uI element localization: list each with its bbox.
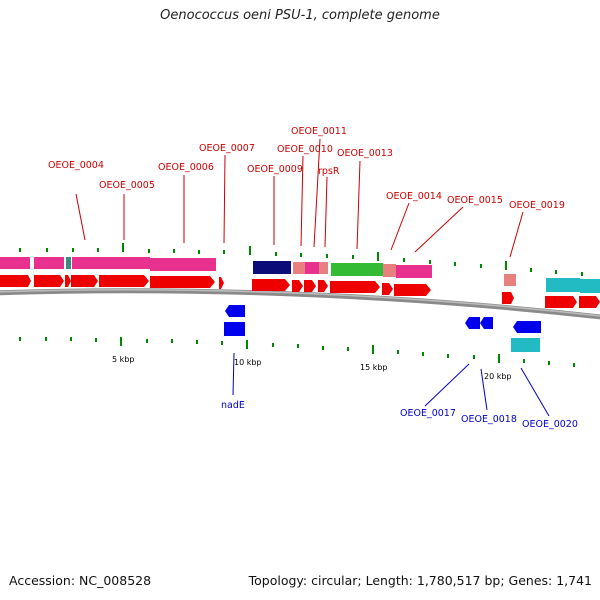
cog-block [331, 263, 383, 276]
topology-label: Topology: circular; Length: 1,780,517 bp… [248, 573, 592, 588]
leader-line [509, 211, 524, 258]
cds-arrow [502, 292, 514, 304]
gene-label-oeoe-0006[interactable]: OEOE_0006 [158, 162, 214, 173]
accession-label: Accession: NC_008528 [9, 573, 152, 588]
gene-label-oeoe-0014[interactable]: OEOE_0014 [386, 191, 442, 202]
gene-label-oeoe-0015[interactable]: OEOE_0015 [447, 195, 503, 206]
leader-line [390, 202, 410, 251]
genome-title: Oenococcus oeni PSU-1, complete genome [160, 8, 440, 23]
cds-block-reverse [511, 338, 540, 352]
cds-arrow-reverse [480, 317, 493, 329]
tick-label: 15 kbp [360, 363, 388, 372]
tick-label: 10 kbp [234, 358, 262, 367]
gene-label-rpsr[interactable]: rpsR [318, 166, 340, 177]
leader-line [356, 160, 361, 250]
cds-arrow [382, 283, 393, 295]
cds-arrow [65, 275, 71, 287]
leader-line [313, 138, 321, 248]
cds-block-reverse [224, 322, 245, 336]
gene-label-nade[interactable]: nadE [221, 400, 245, 411]
leader-line [75, 193, 86, 241]
cog-block [100, 257, 150, 269]
leader-lines-reverse [232, 352, 550, 417]
cds-forward-track [0, 275, 600, 308]
leader-line [520, 367, 550, 417]
cds-arrow-reverse [465, 317, 480, 329]
leader-line [300, 155, 304, 247]
cog-block [580, 279, 600, 293]
cog-block [0, 257, 30, 269]
cds-arrow [330, 281, 380, 293]
cds-arrow [394, 284, 431, 296]
gene-label-oeoe-0004[interactable]: OEOE_0004 [48, 160, 104, 171]
ticks-lower [19, 337, 575, 367]
leader-line [480, 368, 488, 411]
gene-label-oeoe-0013[interactable]: OEOE_0013 [337, 148, 393, 159]
cog-block [34, 257, 64, 269]
cog-block [319, 262, 328, 274]
leader-line [223, 154, 226, 244]
cog-block [72, 257, 100, 269]
cog-block [66, 257, 71, 269]
gene-label-oeoe-0017[interactable]: OEOE_0017 [400, 408, 456, 419]
gene-label-oeoe-0011[interactable]: OEOE_0011 [291, 126, 347, 137]
gene-label-oeoe-0005[interactable]: OEOE_0005 [99, 180, 155, 191]
leader-line [424, 363, 470, 407]
cds-arrow [34, 275, 64, 287]
cds-arrow [318, 280, 328, 292]
cds-reverse-track [224, 305, 541, 352]
gene-label-oeoe-0009[interactable]: OEOE_0009 [247, 164, 303, 175]
cds-arrow [0, 275, 31, 287]
genome-backbone [0, 288, 600, 320]
genome-backbone-highlight [0, 289, 600, 317]
cog-block [396, 265, 432, 278]
gene-label-oeoe-0018[interactable]: OEOE_0018 [461, 414, 517, 425]
cds-arrow [304, 280, 316, 292]
gene-label-oeoe-0007[interactable]: OEOE_0007 [199, 143, 255, 154]
ticks-upper [19, 243, 583, 276]
gene-label-oeoe-0019[interactable]: OEOE_0019 [509, 200, 565, 211]
cds-arrow [150, 276, 215, 288]
cog-block [546, 278, 580, 292]
leader-line [324, 176, 328, 248]
cog-block [253, 261, 291, 274]
leader-line [232, 352, 235, 396]
cog-block [150, 258, 216, 271]
tick-label: 5 kbp [112, 355, 134, 364]
cds-arrow [579, 296, 600, 308]
gene-label-oeoe-0010[interactable]: OEOE_0010 [277, 144, 333, 155]
cog-block [504, 274, 516, 286]
cds-arrow [545, 296, 577, 308]
cog-block [305, 262, 319, 274]
cog-band-forward [0, 257, 600, 293]
cds-arrow [292, 280, 303, 292]
tick-label: 20 kbp [484, 372, 512, 381]
leader-lines-forward [75, 138, 524, 258]
gene-label-oeoe-0020[interactable]: OEOE_0020 [522, 419, 578, 430]
cog-block [383, 264, 396, 277]
cds-arrow-reverse [513, 321, 541, 333]
cds-arrow [219, 277, 224, 289]
cds-arrow-reverse [225, 305, 245, 317]
cog-block [293, 262, 305, 274]
cds-arrow [99, 275, 149, 287]
cds-arrow [71, 275, 98, 287]
cds-arrow [252, 279, 290, 291]
leader-line [414, 206, 464, 253]
